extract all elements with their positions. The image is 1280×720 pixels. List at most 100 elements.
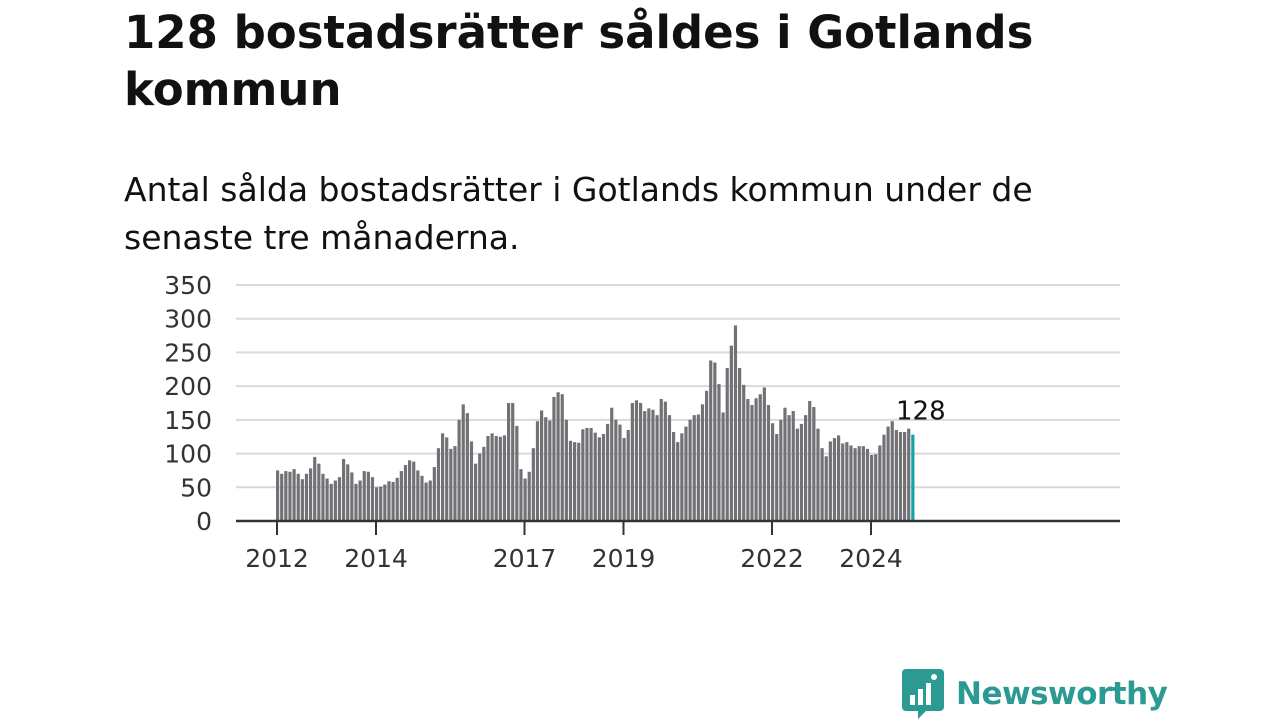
bar — [577, 442, 581, 521]
x-tick-label: 2019 — [592, 544, 656, 573]
bar — [457, 419, 461, 521]
bar — [573, 442, 577, 521]
bar — [841, 443, 845, 521]
bar — [337, 477, 342, 521]
bar — [507, 403, 511, 521]
bar — [296, 473, 300, 521]
bar — [412, 461, 416, 521]
bar — [758, 394, 762, 521]
bar — [568, 440, 573, 521]
bar — [535, 421, 540, 521]
bar — [498, 436, 502, 521]
bar — [651, 409, 655, 521]
chart-title: 128 bostadsrätter såldes i Gotlands komm… — [124, 6, 1034, 116]
bar — [692, 415, 696, 521]
bar — [890, 421, 894, 521]
bar — [482, 446, 486, 521]
bar — [432, 467, 436, 521]
highlight-value-label: 128 — [896, 397, 946, 427]
bar — [717, 384, 721, 521]
bar — [527, 471, 531, 521]
bar — [779, 419, 783, 521]
bar — [366, 471, 370, 521]
bar — [593, 432, 597, 521]
bar — [391, 481, 395, 521]
bar — [325, 478, 329, 521]
bar — [540, 410, 544, 521]
bar — [700, 404, 705, 521]
bar — [672, 431, 676, 521]
bar — [709, 360, 713, 521]
bar — [799, 423, 804, 521]
bar — [845, 442, 849, 521]
bar — [333, 480, 337, 521]
bar — [750, 405, 754, 521]
bar — [461, 404, 465, 521]
bar — [502, 435, 507, 521]
bar — [403, 465, 408, 521]
bar — [688, 419, 692, 521]
bar — [684, 426, 688, 521]
bar — [738, 367, 742, 521]
y-tick-label: 200 — [164, 372, 212, 401]
bar — [754, 398, 758, 521]
bar — [808, 400, 812, 521]
bar — [791, 411, 795, 521]
bar — [362, 471, 366, 521]
bar — [428, 480, 432, 521]
bar — [729, 345, 733, 521]
bar — [552, 396, 556, 521]
bar — [354, 483, 358, 521]
bar — [560, 394, 564, 521]
bar — [746, 398, 750, 521]
bar — [795, 428, 799, 521]
bar — [399, 471, 403, 521]
bar — [313, 456, 317, 521]
bar — [634, 400, 639, 521]
x-tick-label: 2017 — [493, 544, 557, 573]
bar — [304, 473, 309, 521]
bar — [771, 423, 775, 521]
bar — [733, 325, 738, 521]
x-tick-label: 2024 — [839, 544, 903, 573]
bar — [288, 471, 292, 521]
bar — [659, 398, 663, 521]
bar — [639, 403, 643, 521]
bar — [379, 486, 383, 521]
bar — [515, 425, 519, 521]
bar — [622, 438, 626, 521]
bar — [898, 431, 903, 521]
bar — [556, 392, 560, 521]
bar — [329, 483, 333, 521]
bar — [548, 420, 552, 521]
bar — [676, 442, 680, 521]
bar — [606, 423, 610, 521]
bar — [837, 435, 841, 521]
bar — [309, 468, 313, 521]
bar — [346, 464, 350, 521]
bar — [445, 437, 449, 521]
bar — [647, 408, 651, 521]
bar — [358, 480, 362, 521]
bar — [853, 448, 857, 521]
bar — [878, 445, 882, 521]
bar — [300, 479, 304, 521]
bar — [395, 477, 399, 521]
bar — [478, 453, 482, 521]
bar — [531, 448, 535, 521]
bar — [375, 487, 379, 521]
bar — [589, 427, 593, 521]
y-tick-label: 300 — [164, 305, 212, 334]
y-tick-label: 250 — [164, 338, 212, 367]
y-tick-label: 50 — [180, 473, 212, 502]
bar — [696, 414, 700, 521]
bar — [597, 437, 601, 521]
bar — [903, 431, 907, 521]
bar — [449, 448, 453, 521]
bar — [416, 470, 420, 521]
bar — [816, 428, 820, 521]
bar — [721, 412, 725, 521]
bar — [523, 478, 527, 521]
bar — [894, 429, 898, 521]
